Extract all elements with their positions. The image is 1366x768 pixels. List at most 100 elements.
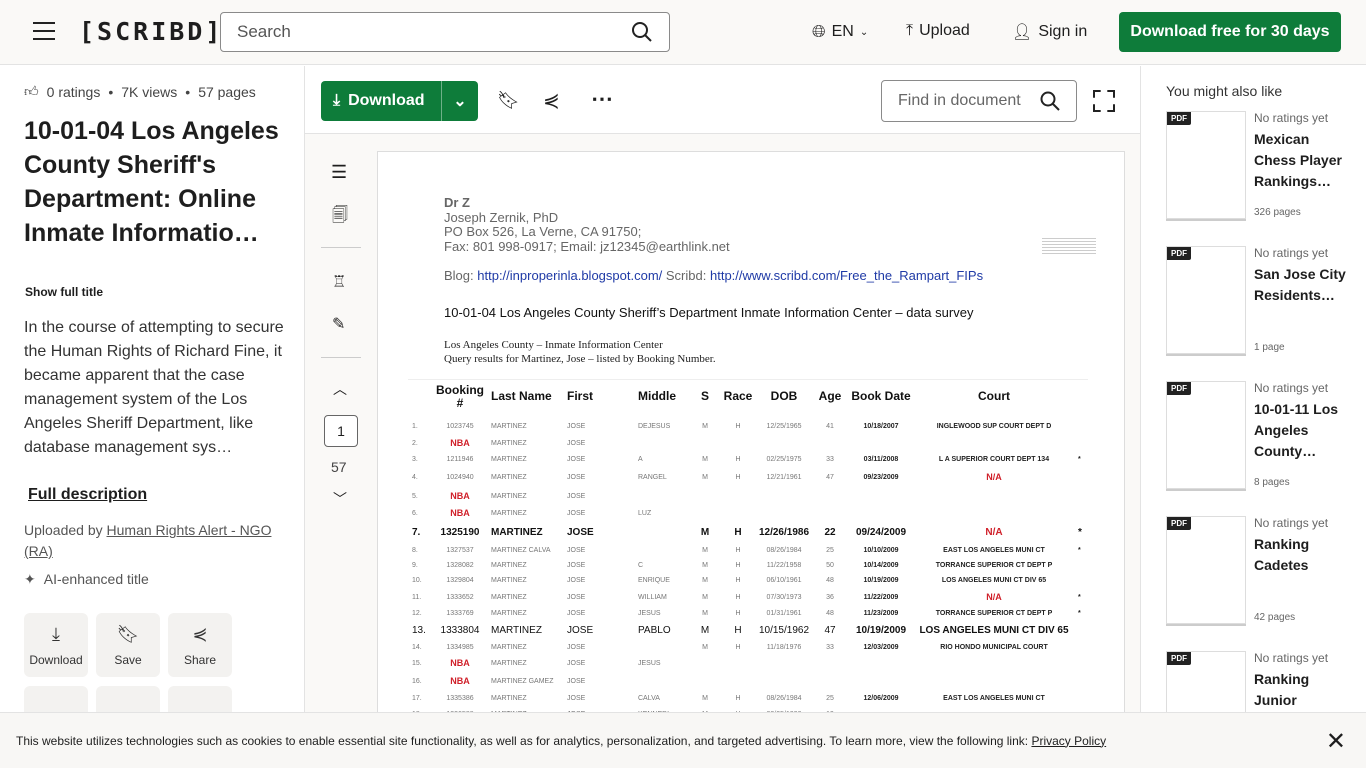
chevron-down-icon: ⌄	[859, 26, 869, 38]
document-thumbnail[interactable]: PDF	[1166, 381, 1246, 489]
scribd-logo[interactable]: [SCRIBD]	[79, 17, 224, 46]
close-icon[interactable]: ✕	[1325, 728, 1346, 755]
download-icon: ⤓	[52, 623, 60, 644]
uploader-link[interactable]: Human Rights Alert - NGO (RA)	[24, 522, 272, 559]
download-options-chevron-icon[interactable]: ⌄	[441, 81, 478, 121]
download-action-button[interactable]: ⤓ Download	[24, 613, 88, 677]
table-cell: JOSE	[567, 493, 586, 500]
previous-page-chevron-up-icon[interactable]: ︿	[333, 381, 347, 397]
action-buttons: ⤓ Download 🔖︎ Save ⋞ Share	[24, 613, 232, 677]
ratings-count: 0 ratings	[46, 83, 101, 100]
table-of-contents-icon[interactable]: ☰	[331, 162, 348, 182]
table-cell: H	[735, 474, 741, 481]
search-icon[interactable]	[1040, 91, 1060, 111]
pdf-badge: PDF	[1167, 517, 1191, 530]
show-full-title-button[interactable]: Show full title	[25, 285, 103, 299]
search-input[interactable]: Search	[220, 12, 670, 52]
save-action-button[interactable]: 🔖︎ Save	[96, 613, 160, 677]
document-toolbar: ⤓ Download ⌄ 🔖︎ ⋞ ⋯ Find in document	[305, 66, 1140, 134]
table-cell: 7.	[412, 527, 421, 538]
privacy-policy-link[interactable]: Privacy Policy	[1031, 733, 1107, 748]
table-cell: 11.	[412, 594, 422, 601]
recommended-document-card[interactable]: PDF No ratings yet San Jose City Residen…	[1166, 236, 1356, 356]
card-title[interactable]: Ranking Junior	[1254, 671, 1310, 708]
views-count: 7K views	[121, 83, 178, 100]
document-info-panel: 👍︎ 0 ratings • 7K views • 57 pages 10-01-04 L…	[0, 66, 305, 768]
table-cell: 47	[824, 625, 836, 636]
blog-label: Blog:	[444, 268, 474, 283]
document-thumbnail[interactable]: PDF	[1166, 111, 1246, 219]
recommended-document-card[interactable]: PDF No ratings yet Mexican Chess Player …	[1166, 101, 1356, 221]
notes-icon[interactable]: ♖	[332, 274, 347, 291]
table-cell: LOS ANGELES MUNI CT DIV 65	[941, 577, 1047, 584]
search-icon[interactable]	[631, 21, 653, 43]
table-cell: L A SUPERIOR COURT DEPT 134	[938, 456, 1050, 463]
table-cell: H	[735, 695, 741, 702]
find-placeholder: Find in document	[898, 92, 1021, 109]
table-cell: 09/24/2009	[855, 527, 907, 538]
scribd-label: Scribd:	[665, 268, 707, 283]
download-button[interactable]: ⤓ Download ⌄	[321, 81, 478, 121]
table-cell: EAST LOS ANGELES MUNI CT	[943, 547, 1045, 554]
document-thumbnail[interactable]: PDF	[1166, 516, 1246, 624]
column-header: First	[567, 389, 594, 403]
document-thumbnail[interactable]: PDF	[1166, 246, 1246, 354]
table-cell: MARTINEZ	[491, 423, 527, 430]
table-cell: MARTINEZ	[491, 493, 527, 500]
table-cell: 47	[826, 474, 834, 481]
fullscreen-icon[interactable]	[1093, 90, 1115, 112]
current-page-input[interactable]: 1	[324, 415, 358, 447]
column-header: Court	[978, 389, 1010, 403]
links-line: Blog: http://inproperinla.blogspot.com/ …	[444, 268, 984, 284]
recommended-document-card[interactable]: PDF No ratings yet Ranking Cadetes 42 pa…	[1166, 506, 1356, 626]
table-cell: 1024940	[446, 474, 474, 481]
download-action-label: Download	[29, 652, 83, 667]
download-icon: ⤓	[333, 92, 341, 109]
bookmark-icon: 🔖︎	[116, 623, 140, 644]
hamburger-menu-icon[interactable]	[33, 22, 55, 40]
table-cell: 9.	[412, 562, 418, 569]
table-cell: 33	[826, 456, 834, 463]
table-cell: TORRANCE SUPERIOR CT DEPT P	[935, 610, 1053, 617]
page-thumbnails-icon[interactable]: 🗐	[332, 207, 348, 224]
card-title[interactable]: Ranking Cadetes	[1254, 536, 1310, 573]
full-description-link[interactable]: Full description	[28, 486, 148, 503]
scribd-link[interactable]: http://www.scribd.com/Free_the_Rampart_F…	[709, 268, 984, 283]
table-cell: 12/25/1965	[766, 423, 802, 430]
table-divider	[408, 379, 1088, 380]
blog-link[interactable]: http://inproperinla.blogspot.com/	[477, 268, 663, 283]
table-cell: LOS ANGELES MUNI CT DIV 65	[919, 625, 1069, 636]
pdf-badge: PDF	[1167, 652, 1191, 665]
column-header: Age	[818, 389, 842, 403]
letterhead-address: PO Box 526, La Verne, CA 91750;	[444, 224, 642, 239]
download-free-trial-button[interactable]: Download free for 30 days	[1119, 12, 1341, 52]
top-header: [SCRIBD] Search 🌐︎ EN ⌄ ⤒ Upload 👤︎ Sign in …	[0, 0, 1366, 65]
table-cell: 33	[826, 644, 834, 651]
card-title[interactable]: 10-01-11 Los Angeles County…	[1254, 401, 1339, 459]
share-icon[interactable]: ⋞	[543, 90, 560, 112]
table-cell: JOSE	[567, 474, 586, 481]
share-icon: ⋞	[192, 623, 208, 644]
bookmark-icon[interactable]: 🔖︎	[497, 90, 520, 110]
card-title[interactable]: San Jose City Residents…	[1254, 266, 1346, 303]
pdf-badge: PDF	[1167, 112, 1191, 125]
table-cell: NBA	[450, 676, 470, 686]
cookie-banner: This website utilizes technologies such …	[0, 712, 1366, 768]
total-pages: 57	[331, 459, 347, 475]
uploader-info: Uploaded by Human Rights Alert - NGO (RA…	[24, 520, 284, 562]
divider	[321, 247, 361, 248]
annotate-pen-icon[interactable]: ✎	[332, 316, 346, 333]
card-title[interactable]: Mexican Chess Player Rankings…	[1254, 131, 1342, 189]
table-cell: 50	[826, 562, 834, 569]
table-cell: JOSE	[567, 644, 586, 651]
sign-in-button[interactable]: 👤︎ Sign in	[1012, 22, 1087, 42]
next-page-chevron-down-icon[interactable]: ﹀	[333, 491, 347, 507]
more-options-icon[interactable]: ⋯	[591, 86, 613, 111]
language-selector[interactable]: 🌐︎ EN ⌄	[812, 22, 868, 42]
table-cell: *	[1078, 594, 1081, 601]
find-in-document-input[interactable]: Find in document	[881, 80, 1077, 122]
thumbs-up-icon: 👍︎	[24, 83, 39, 99]
share-action-button[interactable]: ⋞ Share	[168, 613, 232, 677]
upload-button[interactable]: ⤒ Upload	[906, 22, 970, 40]
recommended-document-card[interactable]: PDF No ratings yet 10-01-11 Los Angeles …	[1166, 371, 1356, 491]
